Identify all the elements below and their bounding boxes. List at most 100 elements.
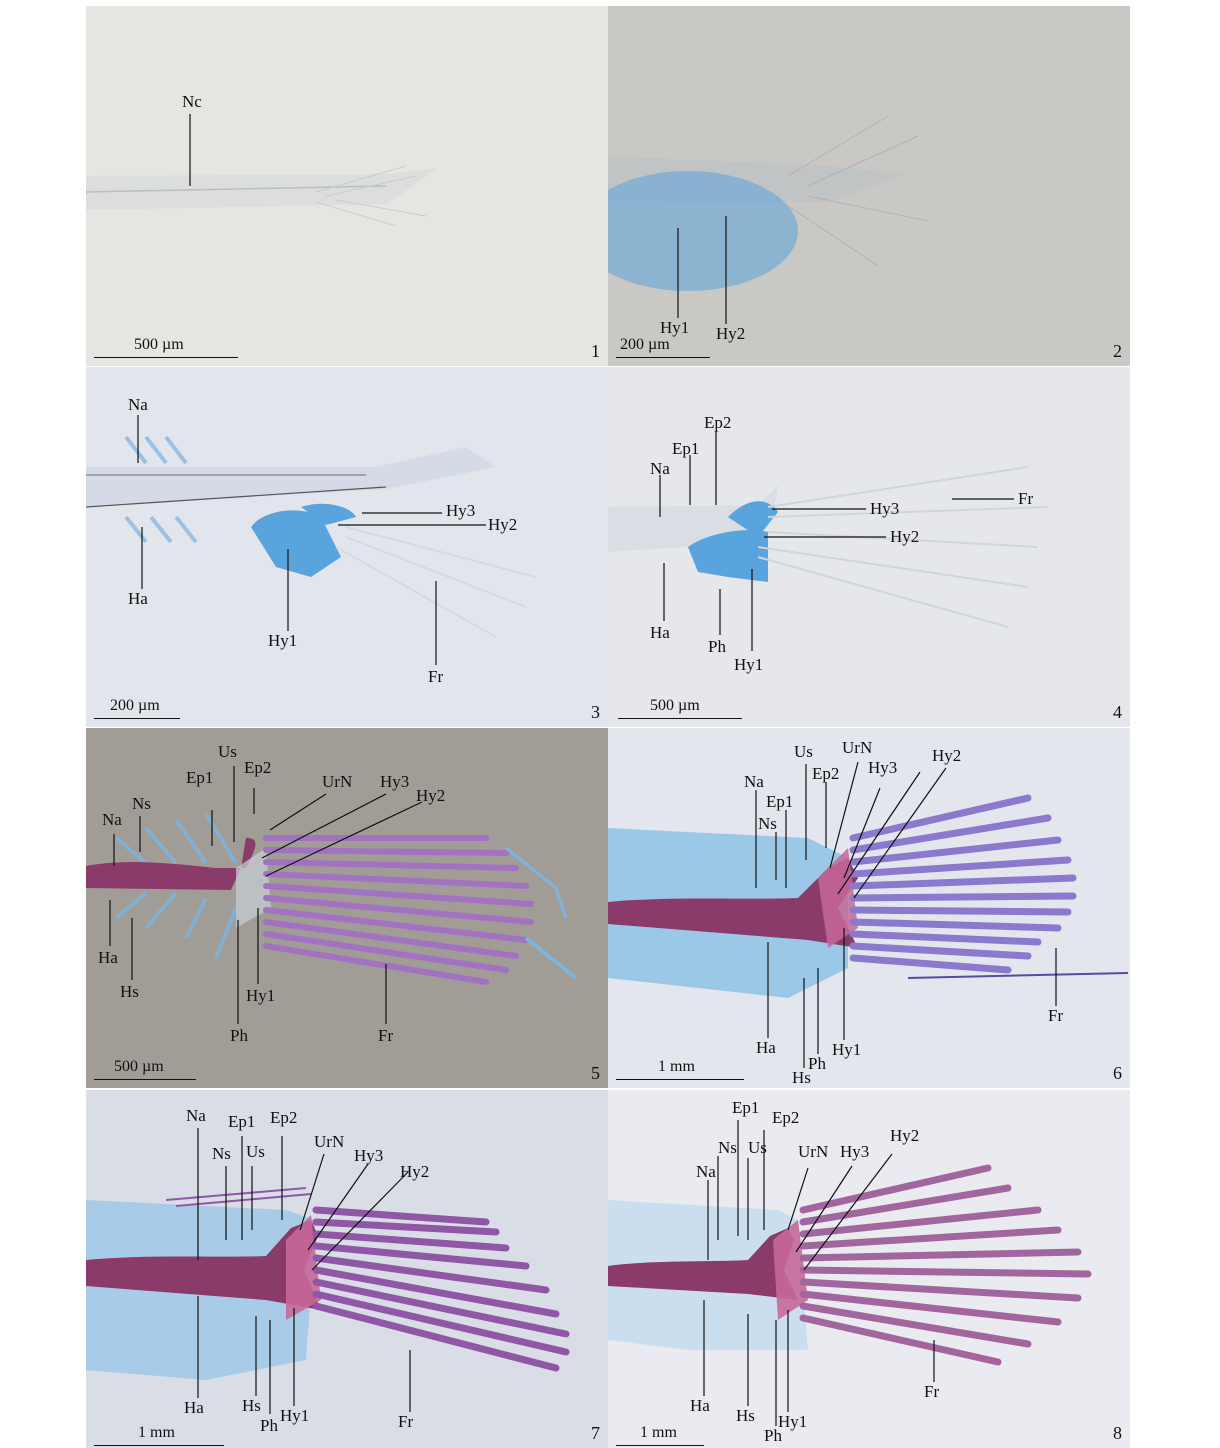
scale-bar: 1 mm [616, 1050, 756, 1080]
scale-bar-text: 500 µm [650, 697, 700, 714]
panel-3: Na Ha Hy3 Hy2 Hy1 Fr 200 µm 3 [86, 367, 608, 727]
label-hs: Hs [242, 1396, 261, 1415]
panel-5: Us Ep1 Ep2 UrN Hy3 Hy2 Ns Na Ha Hs Hy1 P… [86, 728, 608, 1088]
label-ha: Ha [184, 1398, 204, 1417]
label-ep2: Ep2 [244, 758, 272, 777]
scale-bar-text: 200 µm [110, 697, 160, 714]
figure-plate: Nc 500 µm 1 Hy1 Hy2 200 µm 2 [86, 6, 1130, 1448]
label-ph: Ph [708, 637, 726, 656]
panel-2-specimen [608, 115, 929, 291]
panel-number: 2 [1113, 341, 1122, 361]
panel-number: 3 [591, 702, 600, 722]
panel-number: 4 [1113, 702, 1122, 722]
label-ep2: Ep2 [812, 764, 840, 783]
panel-1: Nc 500 µm 1 [86, 6, 608, 366]
label-na: Na [696, 1162, 716, 1181]
panel-4-specimen [608, 466, 1049, 628]
label-nc: Nc [182, 92, 202, 111]
label-na: Na [650, 459, 670, 478]
label-ns: Ns [718, 1138, 737, 1157]
label-ph: Ph [230, 1026, 248, 1045]
panel-number: 8 [1113, 1423, 1122, 1443]
label-fr: Fr [398, 1412, 414, 1431]
label-ph: Ph [260, 1416, 278, 1435]
label-hy3: Hy3 [446, 501, 476, 520]
label-fr: Fr [1018, 489, 1034, 508]
label-fr: Fr [924, 1382, 940, 1401]
scale-bar: 200 µm [94, 689, 194, 719]
label-ep1: Ep1 [732, 1098, 760, 1117]
label-ha: Ha [756, 1038, 776, 1057]
label-urn: UrN [314, 1132, 345, 1151]
label-hy2: Hy2 [488, 515, 518, 534]
label-ns: Ns [132, 794, 151, 813]
scale-bar: 500 µm [94, 1050, 204, 1080]
label-hy1: Hy1 [734, 655, 764, 674]
label-us: Us [246, 1142, 265, 1161]
scale-bar: 500 µm [94, 328, 254, 358]
label-fr: Fr [428, 667, 444, 686]
label-ha: Ha [128, 589, 148, 608]
label-fr: Fr [378, 1026, 394, 1045]
label-us: Us [794, 742, 813, 761]
label-hy3: Hy3 [840, 1142, 870, 1161]
label-na: Na [744, 772, 764, 791]
panel-8-specimen [608, 1164, 1092, 1366]
label-hy2: Hy2 [400, 1162, 430, 1181]
label-na: Na [102, 810, 122, 829]
label-hs: Hs [736, 1406, 755, 1425]
scale-bar: 200 µm [616, 328, 726, 358]
panel-6-specimen [608, 794, 1129, 998]
label-ep1: Ep1 [228, 1112, 256, 1131]
label-ep1: Ep1 [186, 768, 214, 787]
panel-1-specimen [86, 165, 436, 227]
label-hy3: Hy3 [870, 499, 900, 518]
label-ha: Ha [690, 1396, 710, 1415]
scale-bar-text: 500 µm [134, 336, 184, 353]
label-ep2: Ep2 [772, 1108, 800, 1127]
label-urn: UrN [842, 738, 873, 757]
panel-2: Hy1 Hy2 200 µm 2 [608, 6, 1130, 366]
panel-number: 7 [591, 1423, 600, 1443]
panel-number: 6 [1113, 1063, 1122, 1083]
panel-number: 5 [591, 1063, 600, 1083]
scale-bar-text: 1 mm [138, 1424, 175, 1441]
label-hy1: Hy1 [832, 1040, 862, 1059]
label-hy1: Hy1 [280, 1406, 310, 1425]
panel-7: Na Ep1 Ep2 Ns Us UrN Hy3 Hy2 Ha Hs Hy1 P… [86, 1090, 608, 1448]
label-hy2: Hy2 [416, 786, 446, 805]
panel-3-specimen [86, 435, 537, 638]
label-ep1: Ep1 [766, 792, 794, 811]
label-ph: Ph [764, 1426, 782, 1445]
scale-bar-text: 1 mm [640, 1424, 677, 1441]
scale-bar: 1 mm [616, 1416, 716, 1446]
label-ns: Ns [212, 1144, 231, 1163]
label-hy2: Hy2 [716, 324, 746, 343]
label-ph: Ph [808, 1054, 826, 1073]
scale-bar: 1 mm [94, 1416, 234, 1446]
panel-4: Ep2 Ep1 Na Hy3 Hy2 Fr Ha Ph Hy1 500 µm 4 [608, 367, 1130, 727]
label-ep2: Ep2 [704, 413, 732, 432]
label-na: Na [186, 1106, 206, 1125]
scale-bar-text: 200 µm [620, 336, 670, 353]
label-ha: Ha [98, 948, 118, 967]
label-ep1: Ep1 [672, 439, 700, 458]
label-ha: Ha [650, 623, 670, 642]
label-hy1: Hy1 [268, 631, 298, 650]
label-na: Na [128, 395, 148, 414]
label-hy3: Hy3 [380, 772, 410, 791]
label-hy2: Hy2 [890, 527, 920, 546]
panel-number: 1 [591, 341, 600, 361]
label-ep2: Ep2 [270, 1108, 298, 1127]
label-urn: UrN [322, 772, 353, 791]
label-hy2: Hy2 [932, 746, 962, 765]
label-hy3: Hy3 [354, 1146, 384, 1165]
label-urn: UrN [798, 1142, 829, 1161]
scale-bar-text: 500 µm [114, 1058, 164, 1075]
label-hy1: Hy1 [660, 318, 690, 337]
panel-8: Ep1 Ep2 Ns Us UrN Hy3 Hy2 Na Ha Hs Hy1 P… [608, 1090, 1130, 1448]
scale-bar-text: 1 mm [658, 1058, 695, 1075]
panel-6: Us UrN Hy2 Na Ep2 Hy3 Ep1 Ns Fr Ha Hy1 P… [608, 728, 1130, 1088]
scale-bar: 500 µm [618, 689, 758, 719]
label-hy1: Hy1 [246, 986, 276, 1005]
